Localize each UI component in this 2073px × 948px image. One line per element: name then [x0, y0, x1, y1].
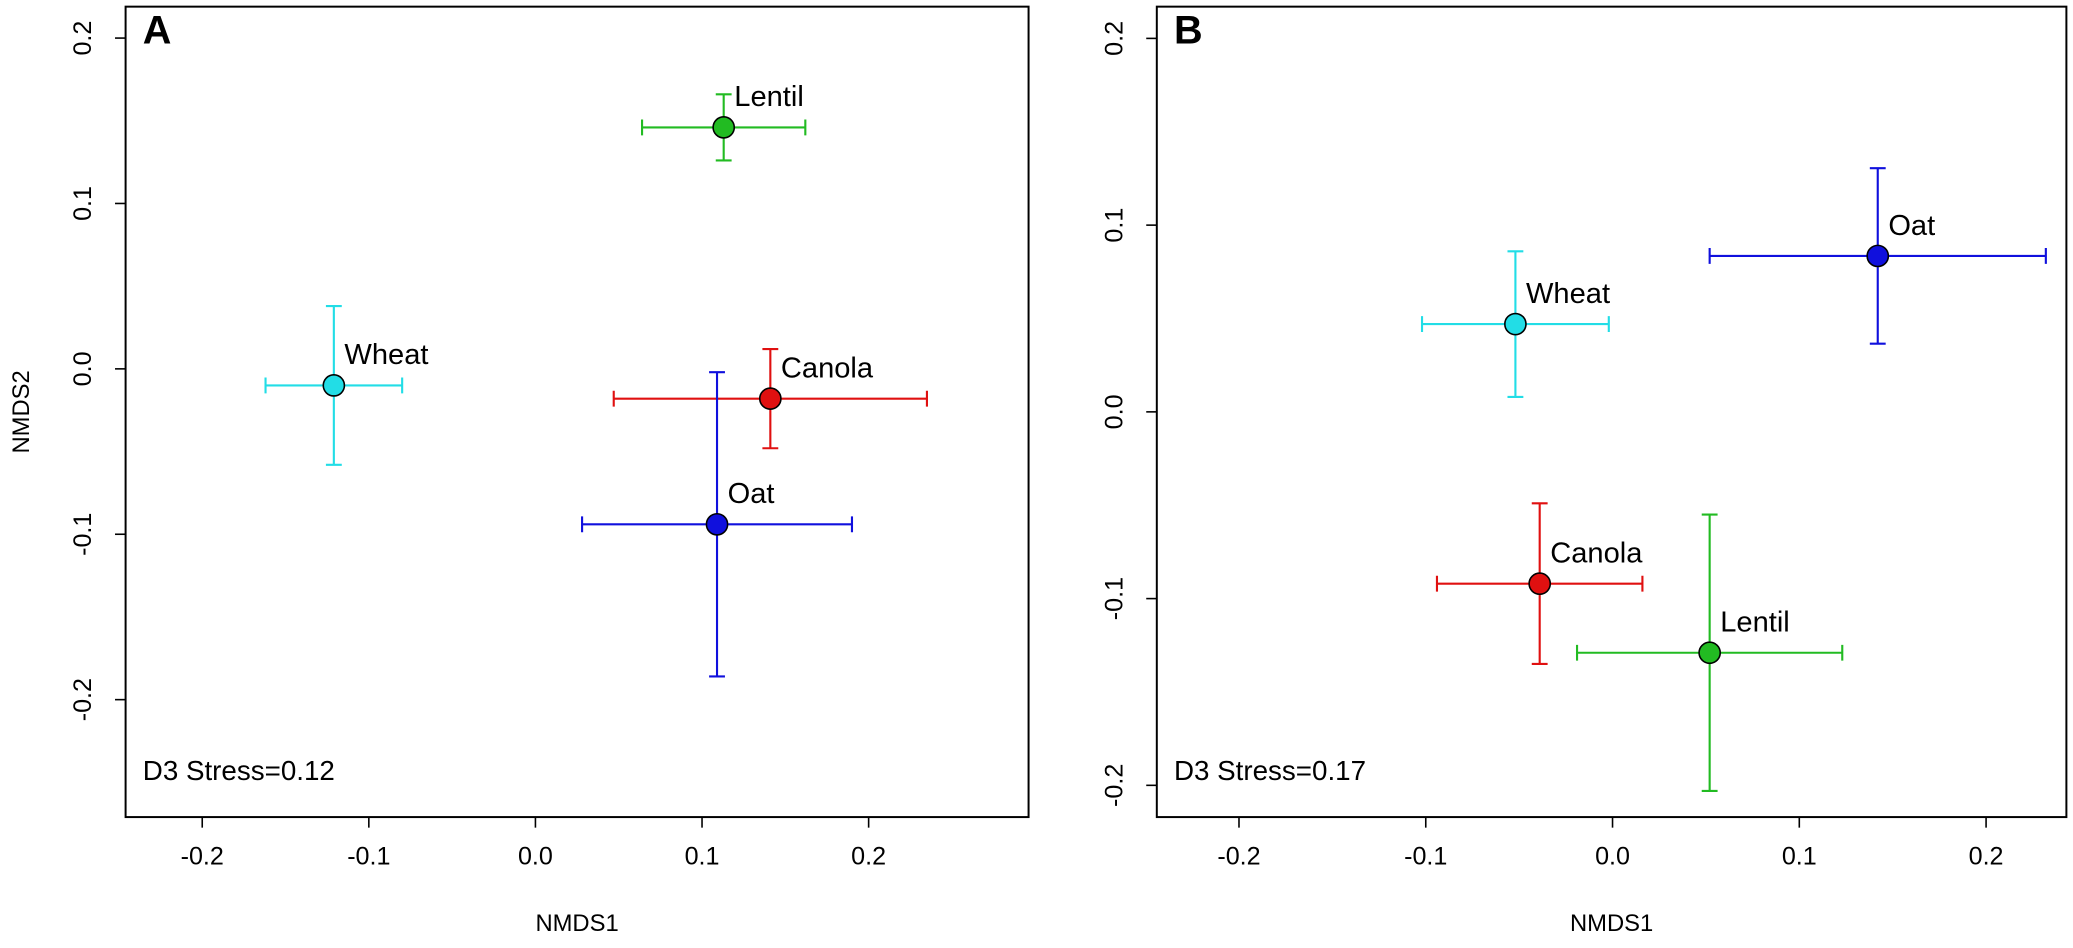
point: [705, 512, 729, 536]
point-label: Canola: [1550, 538, 1643, 570]
panel: -0.2 -0.1 0.0 0.1 0.2 -0.2 -0.1 0.0 0.1 0.2 NMDS1 B…: [1100, 5, 2068, 937]
point-label: Canola: [781, 352, 874, 384]
point: [1504, 312, 1527, 336]
x-tick-label: -0.2: [181, 843, 224, 871]
y-tick-label: -0.1: [1100, 577, 1128, 620]
y-tick-label: -0.2: [1100, 764, 1128, 807]
point: [712, 116, 736, 139]
point-label: Lentil: [1720, 607, 1790, 639]
x-tick-label: 0.0: [518, 843, 553, 871]
plot-frame: [124, 5, 1030, 819]
point-label: Lentil: [734, 81, 804, 113]
x-tick-label: -0.1: [347, 843, 390, 871]
panel-label: A: [143, 9, 172, 53]
panel-label: B: [1174, 9, 1203, 53]
point-label: Wheat: [344, 339, 428, 371]
y-tick-label: -0.1: [69, 513, 97, 556]
annotation: D3 Stress=0.17: [1174, 755, 1366, 786]
point: [322, 374, 346, 397]
y-tick-label: 0.0: [1100, 394, 1128, 429]
x-axis-label: NMDS1: [1570, 910, 1653, 937]
y-tick-label: 0.2: [69, 21, 97, 56]
x-tick-label: 0.2: [1969, 843, 2004, 871]
x-tick-label: 0.1: [685, 843, 720, 871]
x-axis-label: NMDS1: [535, 910, 618, 937]
point: [1698, 641, 1722, 665]
point-label: Oat: [1888, 210, 1935, 242]
panel: -0.2 -0.1 0.0 0.1 0.2 -0.2 -0.1 0.0 0.1 0.2 NMDS1 N…: [8, 5, 1030, 937]
x-tick-label: 0.0: [1595, 843, 1630, 871]
x-tick-label: 0.2: [851, 843, 886, 871]
x-tick-label: 0.1: [1782, 843, 1817, 871]
x-tick-label: -0.2: [1217, 843, 1260, 871]
plot-frame: [1155, 5, 2068, 819]
point-label: Oat: [728, 478, 775, 510]
x-tick-label: -0.1: [1404, 843, 1447, 871]
point: [1528, 572, 1552, 596]
point: [1866, 244, 1890, 268]
y-tick-label: -0.2: [69, 678, 97, 721]
y-tick-label: 0.0: [69, 351, 97, 386]
point-label: Wheat: [1526, 278, 1610, 310]
point: [758, 387, 782, 411]
y-tick-label: 0.1: [1100, 208, 1128, 243]
y-tick-label: 0.2: [1100, 21, 1128, 56]
y-tick-label: 0.1: [69, 186, 97, 221]
y-axis-label: NMDS2: [8, 370, 35, 453]
annotation: D3 Stress=0.12: [143, 755, 335, 786]
